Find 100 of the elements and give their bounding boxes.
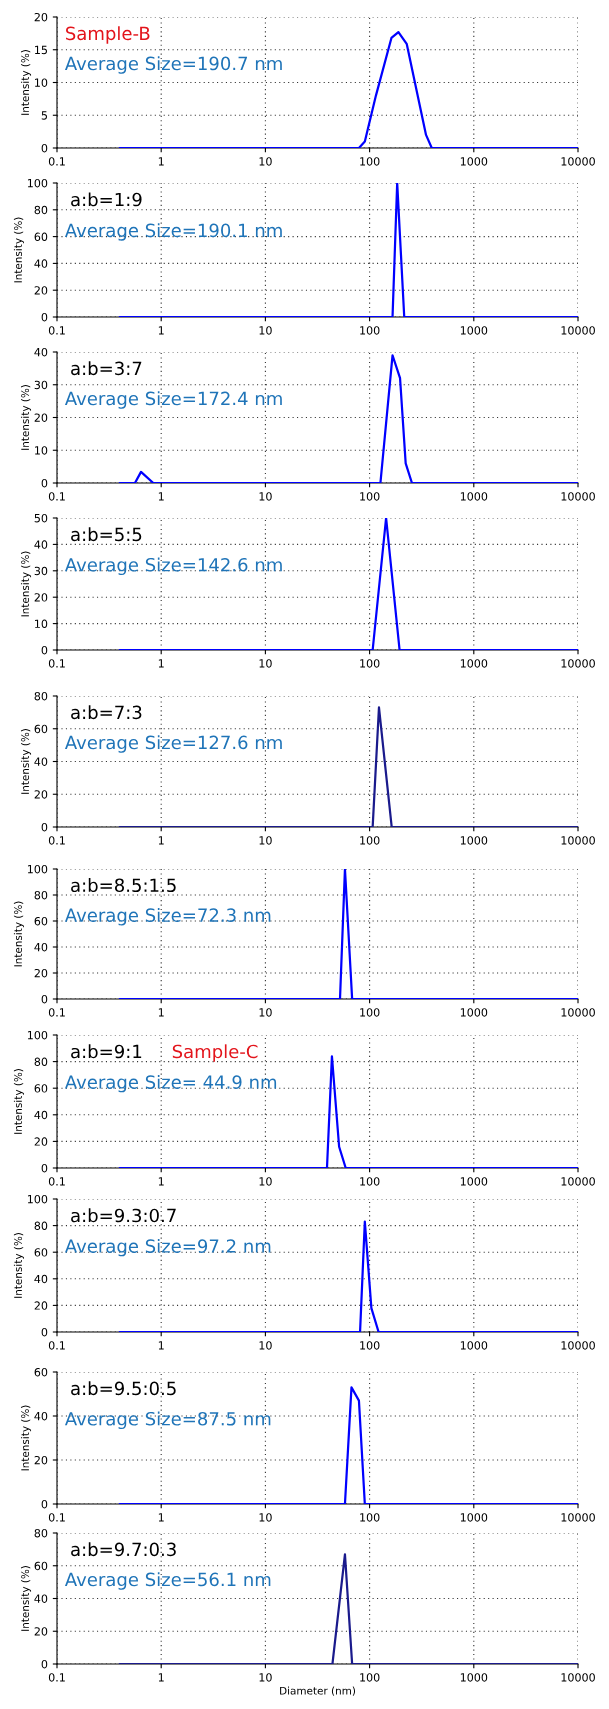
y-tick-label: 0 xyxy=(41,143,48,153)
y-tick-label: 40 xyxy=(34,942,48,952)
y-tick-label: 60 xyxy=(34,1084,48,1093)
y-tick-label: 20 xyxy=(34,12,48,22)
annotation: Average Size= 44.9 nm xyxy=(64,1074,277,1093)
x-tick-label: 10000 xyxy=(561,157,595,166)
x-tick-label: 100 xyxy=(360,1513,380,1522)
x-tick-label: 10 xyxy=(259,836,272,845)
y-tick-label: 60 xyxy=(34,1561,48,1571)
y-tick-label: 40 xyxy=(34,259,48,268)
x-tick-label: 0.1 xyxy=(48,1341,65,1350)
y-tick-label: 40 xyxy=(34,1110,48,1120)
y-tick-label: 60 xyxy=(34,1367,48,1377)
chart-subtitle: Sample-B xyxy=(66,26,150,44)
y-tick-label: 30 xyxy=(34,380,48,390)
x-tick-label: 100 xyxy=(360,492,380,501)
x-tick-label: 100 xyxy=(360,659,380,668)
chart-title: a:b=9.5:0.5 xyxy=(71,1381,176,1396)
y-tick-label: 10 xyxy=(35,78,48,87)
y-tick-label: 60 xyxy=(34,724,48,734)
y-tick-label: 80 xyxy=(34,890,48,900)
x-tick-label: 100 xyxy=(360,326,380,335)
y-tick-label: 20 xyxy=(34,968,48,978)
y-tick-label: 100 xyxy=(27,1194,48,1204)
y-tick-label: 5 xyxy=(41,111,47,120)
y-tick-label: 30 xyxy=(34,566,48,576)
y-tick-label: 20 xyxy=(34,1627,48,1636)
x-tick-label: 1 xyxy=(158,326,164,335)
y-tick-label: 60 xyxy=(34,1248,48,1257)
y-axis-title: Intensity (%) xyxy=(20,1405,32,1471)
y-tick-label: 0 xyxy=(41,1499,48,1509)
x-tick-label: 10 xyxy=(259,659,272,668)
x-tick-label: 1000 xyxy=(460,157,488,166)
x-tick-label: 0.1 xyxy=(48,659,65,668)
y-tick-label: 40 xyxy=(34,1594,48,1603)
y-tick-label: 20 xyxy=(34,1301,48,1310)
y-tick-label: 0 xyxy=(41,994,48,1004)
annotation: Average Size=142.6 nm xyxy=(64,557,282,576)
x-tick-label: 10000 xyxy=(561,492,595,501)
x-tick-label: 1 xyxy=(158,1341,164,1350)
x-tick-label: 10000 xyxy=(561,836,595,845)
y-tick-label: 80 xyxy=(34,691,48,701)
x-tick-label: 10 xyxy=(259,157,272,166)
y-tick-label: 20 xyxy=(34,1455,48,1465)
x-tick-label: 0.1 xyxy=(48,492,65,501)
x-tick-label: 10 xyxy=(259,1673,272,1682)
x-tick-label: 0.1 xyxy=(48,1008,65,1017)
y-tick-label: 80 xyxy=(34,1528,48,1538)
x-tick-label: 1000 xyxy=(460,836,488,845)
x-tick-label: 10 xyxy=(259,1008,272,1017)
y-tick-label: 40 xyxy=(34,1411,48,1421)
x-tick-label: 1000 xyxy=(460,1177,488,1186)
chart-title: a:b=5:5 xyxy=(71,527,142,542)
chart-title: a:b=7:3 xyxy=(71,705,142,720)
y-tick-label: 20 xyxy=(34,593,48,602)
y-axis-title: Intensity (%) xyxy=(13,217,24,283)
x-tick-label: 100 xyxy=(360,1177,380,1186)
y-tick-label: 100 xyxy=(27,178,48,188)
y-tick-label: 50 xyxy=(34,513,48,523)
annotation: Average Size=72.3 nm xyxy=(64,908,271,926)
y-tick-label: 80 xyxy=(34,205,48,215)
y-tick-label: 100 xyxy=(27,864,48,874)
y-tick-label: 0 xyxy=(41,645,48,655)
x-tick-label: 0.1 xyxy=(48,326,65,335)
x-tick-label: 1 xyxy=(158,1008,164,1017)
y-tick-label: 80 xyxy=(34,1057,48,1066)
annotation: Average Size=172.4 nm xyxy=(64,391,282,409)
x-tick-label: 10 xyxy=(259,1177,272,1186)
y-axis-title: Intensity (%) xyxy=(20,729,32,794)
x-tick-label: 1000 xyxy=(460,492,488,501)
x-tick-label: 0.1 xyxy=(48,1673,65,1682)
x-tick-label: 10000 xyxy=(561,1341,595,1350)
annotation: Average Size=97.2 nm xyxy=(64,1238,271,1257)
y-tick-label: 100 xyxy=(27,1030,48,1040)
x-tick-label: 1 xyxy=(158,659,164,668)
chart-title: a:b=9.7:0.3 xyxy=(71,1542,176,1557)
chart-title: a:b=9.3:0.7 xyxy=(71,1208,176,1223)
chart-title: a:b=9:1 xyxy=(71,1044,142,1059)
y-tick-label: 0 xyxy=(41,312,48,322)
x-tick-label: 1000 xyxy=(460,1673,488,1682)
y-axis-title: Intensity (%) xyxy=(20,50,32,115)
x-tick-label: 10000 xyxy=(561,1513,595,1522)
x-axis-title: Diameter (nm) xyxy=(280,1686,356,1696)
y-tick-label: 40 xyxy=(34,540,48,549)
y-tick-label: 80 xyxy=(34,1221,48,1230)
x-tick-label: 0.1 xyxy=(48,157,65,166)
x-tick-label: 1 xyxy=(158,492,164,501)
x-tick-label: 1 xyxy=(158,1673,164,1682)
x-tick-label: 10000 xyxy=(561,1008,595,1017)
y-axis-title: Intensity (%) xyxy=(13,901,24,967)
y-tick-label: 10 xyxy=(35,446,48,455)
x-tick-label: 1 xyxy=(158,836,164,845)
y-tick-label: 0 xyxy=(41,1163,48,1173)
y-axis-title: Intensity (%) xyxy=(20,1566,32,1631)
chart-title: a:b=3:7 xyxy=(71,361,142,376)
chart-subtitle: Sample-C xyxy=(172,1044,258,1062)
x-tick-label: 0.1 xyxy=(48,1513,65,1522)
x-tick-label: 100 xyxy=(360,836,380,845)
x-tick-label: 1 xyxy=(158,157,164,166)
y-tick-label: 0 xyxy=(41,822,48,832)
